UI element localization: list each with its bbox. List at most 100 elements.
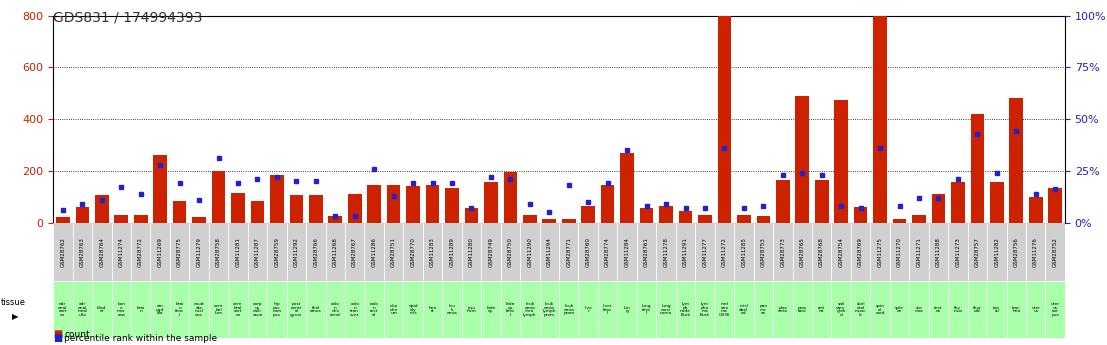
Bar <box>173 200 186 223</box>
Bar <box>951 183 964 223</box>
Text: GSM28763: GSM28763 <box>80 237 85 267</box>
Bar <box>484 183 498 223</box>
Bar <box>601 185 614 223</box>
Text: GSM28766: GSM28766 <box>313 237 319 267</box>
Text: lung
feta
l: lung feta l <box>642 304 651 315</box>
Text: ■: ■ <box>53 329 62 339</box>
Text: leuk
emia
chro
lymph: leuk emia chro lymph <box>524 302 537 317</box>
Bar <box>92 281 112 338</box>
Text: pan
cre
as: pan cre as <box>759 304 767 315</box>
Text: GSM11280: GSM11280 <box>469 237 474 267</box>
Bar <box>169 281 189 338</box>
Text: GSM11275: GSM11275 <box>878 237 882 267</box>
Text: GSM11291: GSM11291 <box>683 237 689 267</box>
Bar <box>756 216 770 223</box>
Bar <box>932 194 945 223</box>
Bar <box>154 155 167 223</box>
Text: GSM11279: GSM11279 <box>197 237 201 267</box>
Bar <box>482 281 500 338</box>
Bar <box>75 207 90 223</box>
Bar <box>462 281 482 338</box>
Bar <box>386 185 401 223</box>
Bar <box>345 223 364 281</box>
Bar <box>562 219 576 223</box>
Bar <box>598 223 618 281</box>
Text: GSM11278: GSM11278 <box>663 237 669 267</box>
Bar <box>287 281 306 338</box>
Text: post
centr
al
gyrus: post centr al gyrus <box>290 302 302 317</box>
Text: GSM11286: GSM11286 <box>372 237 376 267</box>
Bar <box>345 281 364 338</box>
Text: thy
mus: thy mus <box>953 306 962 314</box>
Text: percentile rank within the sample: percentile rank within the sample <box>64 334 217 343</box>
Bar <box>892 219 907 223</box>
Bar <box>306 223 325 281</box>
Text: cere
bral
cort
ex: cere bral cort ex <box>234 302 242 317</box>
Text: GSM28774: GSM28774 <box>606 237 610 267</box>
Bar <box>909 223 929 281</box>
Text: GSM11290: GSM11290 <box>527 237 532 267</box>
Bar <box>290 195 303 223</box>
Bar <box>248 281 267 338</box>
Text: misl
abel
ed: misl abel ed <box>739 304 748 315</box>
Text: GSM11288: GSM11288 <box>935 237 941 267</box>
Bar <box>53 281 73 338</box>
Text: GSM28764: GSM28764 <box>100 237 104 267</box>
Bar <box>211 171 226 223</box>
Bar <box>754 223 773 281</box>
Bar <box>949 223 968 281</box>
Bar <box>1010 98 1023 223</box>
Text: GSM28756: GSM28756 <box>1014 237 1018 267</box>
Text: uter
us: uter us <box>1032 306 1041 314</box>
Bar <box>1026 223 1045 281</box>
Text: GSM28770: GSM28770 <box>411 237 415 267</box>
Bar <box>403 281 423 338</box>
Bar <box>890 281 909 338</box>
Text: colo
n
rect
al: colo n rect al <box>370 302 379 317</box>
Text: GSM11284: GSM11284 <box>624 237 630 267</box>
Bar <box>325 223 345 281</box>
Text: GSM11276: GSM11276 <box>1033 237 1038 267</box>
Text: reti
na: reti na <box>818 306 826 314</box>
Text: bon
e
mar
row: bon e mar row <box>117 302 125 317</box>
Text: GSM28771: GSM28771 <box>567 237 571 267</box>
Bar <box>193 217 206 223</box>
Bar <box>539 281 559 338</box>
Text: duo
den
um: duo den um <box>390 304 397 315</box>
Bar <box>618 281 637 338</box>
Bar <box>53 223 73 281</box>
Bar <box>131 223 151 281</box>
Text: GSM28751: GSM28751 <box>391 237 396 267</box>
Bar <box>835 100 848 223</box>
Bar <box>620 152 634 223</box>
Bar <box>581 206 596 223</box>
Bar <box>1048 188 1062 223</box>
Bar <box>445 188 458 223</box>
Bar <box>793 223 813 281</box>
Text: GSM28753: GSM28753 <box>761 237 766 267</box>
Bar <box>1006 223 1026 281</box>
Text: GSM11283: GSM11283 <box>430 237 435 267</box>
Text: ton
sil: ton sil <box>993 306 1001 314</box>
Bar <box>500 281 520 338</box>
Text: kidn
ey
feta
l: kidn ey feta l <box>506 302 515 317</box>
Text: skel
etal
musc
le: skel etal musc le <box>855 302 867 317</box>
Bar <box>656 281 675 338</box>
Bar <box>793 281 813 338</box>
Bar <box>270 175 283 223</box>
Bar <box>384 223 403 281</box>
Bar <box>579 223 598 281</box>
Text: GSM11269: GSM11269 <box>157 237 163 267</box>
Bar <box>971 114 984 223</box>
Bar <box>796 96 809 223</box>
Bar <box>853 207 868 223</box>
Bar <box>579 281 598 338</box>
Bar <box>500 223 520 281</box>
Bar <box>737 215 751 223</box>
Text: lung
carci
noma: lung carci noma <box>660 304 672 315</box>
Text: GSM11270: GSM11270 <box>897 237 902 267</box>
Bar <box>309 195 322 223</box>
Bar <box>267 223 287 281</box>
Bar <box>637 281 656 338</box>
Bar <box>56 217 70 223</box>
